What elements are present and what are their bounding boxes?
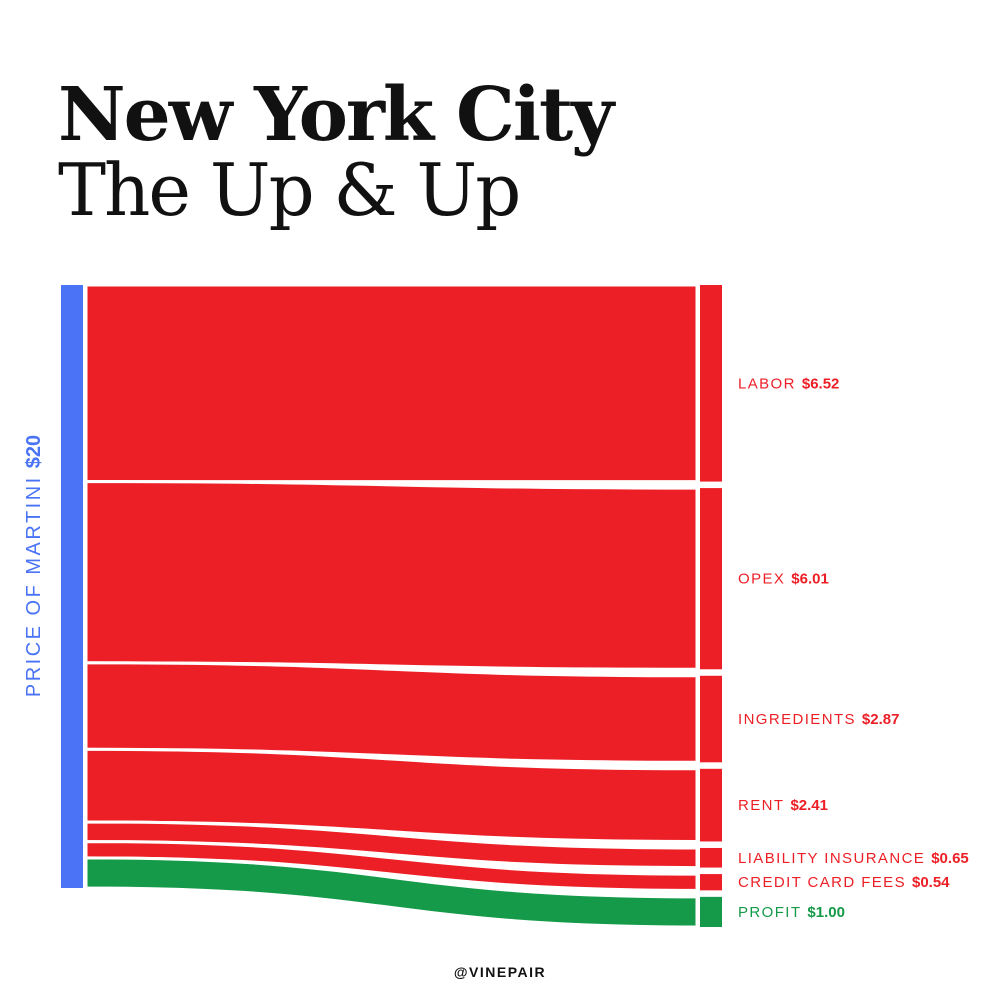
source-label: PRICE OF MARTINI $20 [23, 435, 45, 697]
target-bar-liability-insurance [700, 847, 722, 868]
target-bar-profit [700, 896, 722, 927]
credit-text: @VINEPAIR [453, 964, 547, 980]
label-value-liability-insurance: $0.65 [931, 849, 969, 866]
flow-band-labor [84, 283, 699, 484]
flow-band-opex [84, 480, 699, 671]
target-bar-credit-card-fees [700, 874, 722, 891]
label-credit-card-fees: CREDIT CARD FEES $0.54 [738, 874, 950, 891]
target-bar-ingredients [700, 675, 722, 763]
label-rent: RENT $2.41 [738, 797, 828, 814]
chart-subtitle: The Up & Up [58, 148, 521, 232]
label-name-credit-card-fees: CREDIT CARD FEES [738, 874, 906, 891]
source-node-bar [61, 285, 83, 888]
target-bar-labor [700, 285, 722, 482]
label-name-profit: PROFIT [738, 903, 801, 920]
label-name-rent: RENT [738, 797, 784, 814]
label-labor: LABOR $6.52 [738, 375, 839, 392]
label-liability-insurance: LIABILITY INSURANCE $0.65 [738, 849, 969, 866]
source-name: PRICE OF MARTINI [23, 475, 45, 697]
label-profit: PROFIT $1.00 [738, 903, 845, 920]
label-value-rent: $2.41 [790, 797, 828, 814]
label-name-liability-insurance: LIABILITY INSURANCE [738, 849, 925, 866]
chart-title: New York City [58, 72, 614, 158]
label-value-credit-card-fees: $0.54 [912, 874, 950, 891]
target-bar-rent [700, 768, 722, 842]
label-value-opex: $6.01 [791, 570, 829, 587]
flow-bands [84, 283, 699, 929]
label-value-profit: $1.00 [807, 903, 845, 920]
flow-band-profit [84, 856, 699, 929]
label-name-labor: LABOR [738, 375, 796, 392]
flow-labels: LABOR $6.52 OPEX $6.01 INGREDIENTS $2.87 RENT $… [738, 375, 969, 921]
label-value-labor: $6.52 [802, 375, 840, 392]
label-ingredients: INGREDIENTS $2.87 [738, 711, 899, 728]
label-name-ingredients: INGREDIENTS [738, 711, 856, 728]
target-node-bars [700, 285, 722, 927]
label-value-ingredients: $2.87 [862, 711, 900, 728]
flow-band-ingredients [84, 661, 699, 764]
target-bar-opex [700, 488, 722, 670]
label-opex: OPEX $6.01 [738, 570, 829, 587]
source-value: $20 [23, 435, 45, 468]
label-name-opex: OPEX [738, 570, 785, 587]
